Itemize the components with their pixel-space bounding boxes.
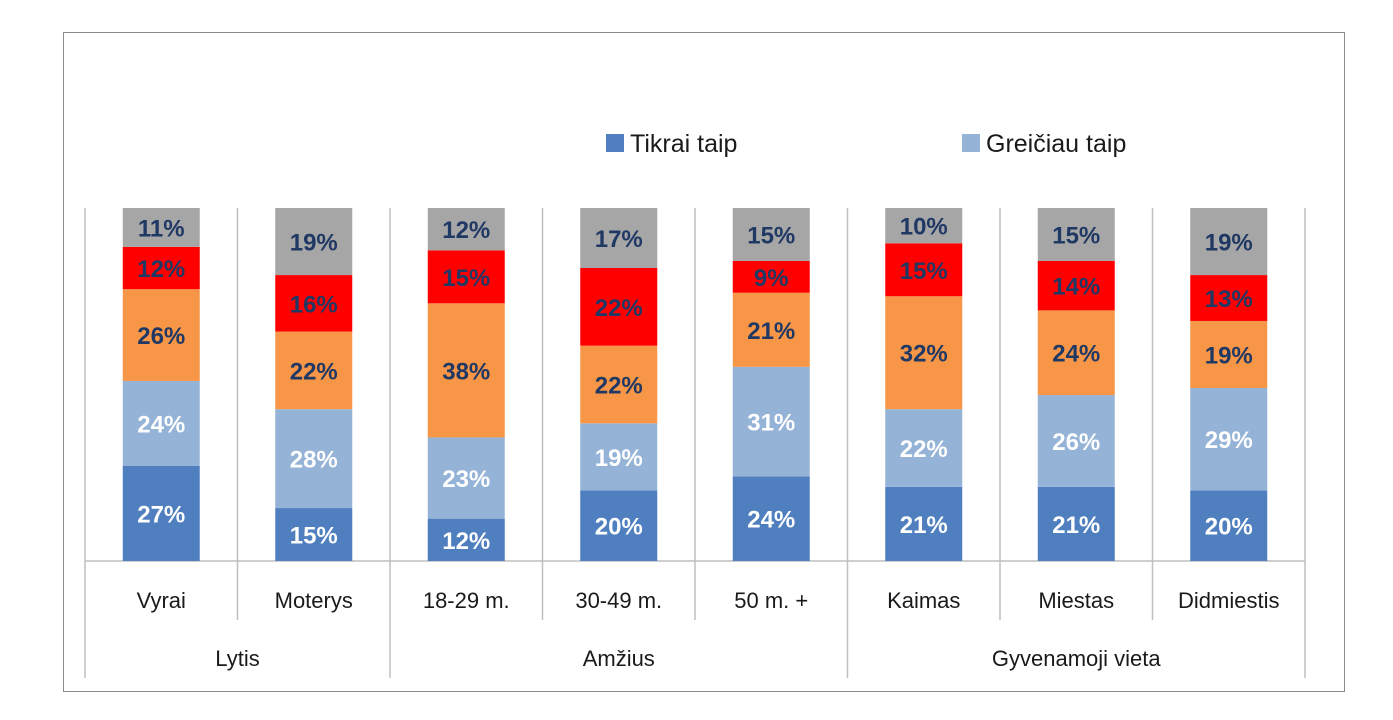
bar-segment-1 <box>1037 486 1115 561</box>
data-label: 21% <box>900 512 948 539</box>
data-label: 27% <box>137 501 185 528</box>
bar-segment-2 <box>427 437 505 519</box>
data-label: 20% <box>1205 514 1253 541</box>
bar-segment-2 <box>1037 395 1115 487</box>
data-label: 19% <box>1205 230 1253 257</box>
bar-segment-3 <box>885 296 963 410</box>
bar-segment-1 <box>580 490 658 561</box>
bar-segment-3 <box>427 303 505 438</box>
data-label: 12% <box>442 528 490 555</box>
bar-segment-5 <box>1037 208 1115 261</box>
data-label: 23% <box>442 466 490 493</box>
data-label: 22% <box>595 295 643 322</box>
bar-segment-1 <box>275 508 353 561</box>
data-label: 14% <box>1052 274 1100 301</box>
data-label: 13% <box>1205 286 1253 313</box>
bar-segment-4 <box>275 275 353 332</box>
category-label: 18-29 m. <box>423 588 510 613</box>
data-label: 16% <box>290 291 338 318</box>
bar-segment-1 <box>122 465 200 561</box>
data-label: 10% <box>900 214 948 241</box>
group-label: Amžius <box>583 646 655 671</box>
bar-segment-2 <box>885 409 963 487</box>
data-label: 19% <box>290 230 338 257</box>
data-label: 19% <box>595 445 643 472</box>
bar-segment-3 <box>275 331 353 410</box>
data-label: 22% <box>595 373 643 400</box>
bar-segment-5 <box>580 208 658 269</box>
group-label: Lytis <box>215 646 259 671</box>
data-label: 19% <box>1205 342 1253 369</box>
data-label: 11% <box>138 215 185 242</box>
bar-segment-1 <box>1190 490 1268 561</box>
bar-segment-2 <box>732 366 810 477</box>
data-label: 21% <box>747 318 795 345</box>
bar-segment-4 <box>580 268 658 346</box>
category-label: 50 m. + <box>734 588 808 613</box>
data-label: 17% <box>595 226 643 253</box>
category-label: Kaimas <box>887 588 960 613</box>
chart-frame <box>63 32 1345 692</box>
bar-segment-4 <box>1190 275 1268 321</box>
bar-segment-4 <box>885 243 963 297</box>
bar-segment-4 <box>427 250 505 304</box>
category-label: 30-49 m. <box>575 588 662 613</box>
data-label: 38% <box>442 358 490 385</box>
bar-segment-3 <box>1037 310 1115 396</box>
category-label: Moterys <box>275 588 353 613</box>
bar-segment-2 <box>122 380 200 466</box>
legend-label: Greičiau taip <box>986 130 1126 158</box>
bar-segment-5 <box>275 208 353 276</box>
category-label: Miestas <box>1038 588 1114 613</box>
data-label: 28% <box>290 447 338 474</box>
data-label: 9% <box>754 265 789 292</box>
bar-segment-3 <box>580 345 658 424</box>
data-label: 21% <box>1052 512 1100 539</box>
data-label: 24% <box>747 507 795 534</box>
data-label: 15% <box>900 258 948 285</box>
bar-segment-5 <box>427 208 505 251</box>
data-label: 15% <box>747 222 795 249</box>
data-label: 24% <box>1052 341 1100 368</box>
data-label: 12% <box>137 256 185 283</box>
bar-segment-1 <box>885 486 963 561</box>
legend-label: Tikrai taip <box>630 130 737 158</box>
bar-segment-1 <box>732 476 810 561</box>
category-label: Vyrai <box>137 588 186 613</box>
data-label: 31% <box>747 410 795 437</box>
bar-segment-2 <box>275 409 353 509</box>
category-label: Didmiestis <box>1178 588 1279 613</box>
data-label: 22% <box>290 358 338 385</box>
bar-segment-3 <box>732 292 810 367</box>
bar-segment-5 <box>1190 208 1268 276</box>
bar-segment-2 <box>580 423 658 491</box>
bar-segment-4 <box>122 246 200 290</box>
bar-segment-3 <box>122 289 200 381</box>
data-label: 22% <box>900 436 948 463</box>
data-label: 15% <box>442 265 490 292</box>
group-label: Gyvenamoji vieta <box>992 646 1162 671</box>
data-label: 26% <box>137 323 185 350</box>
bar-segment-3 <box>1190 320 1268 389</box>
data-label: 26% <box>1052 429 1100 456</box>
bar-segment-4 <box>1037 260 1115 311</box>
legend-swatch <box>962 134 980 152</box>
bar-segment-5 <box>732 208 810 261</box>
bar-segment-1 <box>427 518 505 561</box>
legend-swatch <box>606 134 624 152</box>
data-label: 32% <box>900 341 948 368</box>
bar-segment-5 <box>122 208 200 247</box>
bar-segment-4 <box>732 260 810 293</box>
data-label: 29% <box>1205 427 1253 454</box>
data-label: 15% <box>290 523 338 550</box>
bar-segment-5 <box>885 208 963 244</box>
data-label: 20% <box>595 514 643 541</box>
data-label: 15% <box>1052 222 1100 249</box>
bar-segment-2 <box>1190 388 1268 491</box>
data-label: 12% <box>442 217 490 244</box>
data-label: 24% <box>137 411 185 438</box>
